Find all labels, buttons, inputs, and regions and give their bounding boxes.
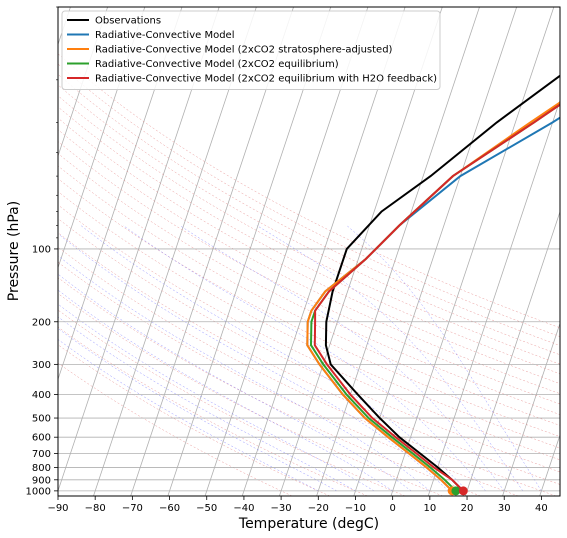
y-tick-label: 100 [32,244,51,255]
legend-label-3: Radiative-Convective Model (2xCO2 strato… [95,45,393,56]
x-tick-label: 30 [498,503,511,514]
x-tick-label: −40 [233,503,254,514]
moist-adiabat-line [80,225,468,492]
x-tick-label: 10 [423,503,436,514]
y-tick-label: 800 [32,463,51,474]
surface-marker-2 [451,486,461,496]
surface-marker-3 [458,486,468,496]
x-tick-label: 0 [389,503,395,514]
dry-adiabat-line [58,165,560,426]
x-tick-label: −80 [85,503,106,514]
dry-adiabat-line [58,117,560,384]
x-axis-ticks: −90 −80 −70 −60 −50 −40 −30 −20 −10 0 10 20 30 40 [47,496,548,514]
dry-adiabat-line [58,232,560,485]
plot-frame [57,6,561,497]
dry-adiabat-line [58,84,560,356]
moist-adiabat-line [346,225,542,492]
moist-adiabat-line [58,303,375,492]
dry-adiabat-line [58,277,481,496]
dry-adiabat-line [58,218,560,473]
dry-adiabat-line [58,204,560,461]
legend-label-4: Radiative-Convective Model (2xCO2 equili… [95,59,339,70]
x-tick-label: 20 [461,503,474,514]
moist-adiabat-line [256,225,524,492]
series-line-5 [313,103,560,492]
x-tick-label: −60 [159,503,180,514]
dry-adiabat-line [58,153,560,415]
pressure-gridlines [58,248,560,492]
dry-adiabat-line [58,261,519,496]
y-axis-label: Pressure (hPa) [6,201,22,301]
isotherm-line [353,7,518,496]
x-tick-label: −30 [271,503,292,514]
x-tick-label: 40 [535,503,548,514]
moist-adiabat-line [58,255,431,492]
legend-label-5: Radiative-Convective Model (2xCO2 equili… [95,74,437,85]
moist-adiabat-line [179,225,505,492]
isotherm-line [390,7,555,496]
y-tick-label: 900 [32,475,51,486]
x-axis-label: Temperature (degC) [238,516,379,532]
dry-adiabat-line [58,246,557,496]
y-tick-label: 200 [32,317,51,328]
x-tick-label: −20 [308,503,329,514]
moist-adiabat-line [58,233,449,492]
y-tick-label: 300 [32,360,51,371]
background-lines [58,7,560,496]
y-tick-label: 600 [32,433,51,444]
y-tick-label: 1000 [26,486,51,497]
series-line-1 [324,74,560,492]
isotherm-line [464,210,560,496]
series-layer [306,74,560,496]
moist-adiabat-line [58,289,393,492]
y-tick-label: 400 [32,390,51,401]
dry-adiabat-line [58,326,368,496]
legend-box [61,10,441,90]
moist-adiabat-line [58,316,356,492]
y-tick-label: 500 [32,414,51,425]
moist-adiabat-line [58,328,338,492]
legend-label-2: Radiative-Convective Model [95,30,234,41]
x-tick-label: −50 [196,503,217,514]
isotherm-line [427,98,560,496]
isotherm-line [316,7,480,496]
x-tick-label: −90 [47,503,68,514]
x-tick-label: −70 [122,503,143,514]
x-tick-label: −10 [345,503,366,514]
legend-label-1: Observations [95,16,161,27]
y-tick-label: 700 [32,449,51,460]
legend: Observations Radiative-Convective Model Ra… [61,10,441,90]
